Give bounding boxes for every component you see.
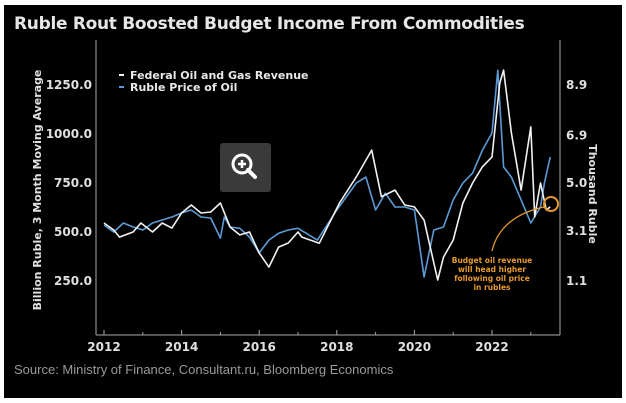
legend-label: Federal Oil and Gas Revenue [130, 69, 309, 82]
chart-source: Source: Ministry of Finance, Consultant.… [14, 362, 394, 377]
y-axis-title: Billion Ruble, 3 Month Moving Average [31, 70, 44, 311]
y-tick-label: 750.0 [54, 176, 92, 190]
x-tick-label: 2012 [87, 340, 120, 354]
chart-panel [4, 5, 622, 398]
y-tick-label: 1250.0 [46, 78, 92, 92]
annotation-circle [543, 196, 559, 212]
annotation-text-line: Budget oil revenue [452, 256, 533, 265]
y-right-tick-label: 5.0 [566, 176, 587, 190]
y-right-tick-label: 8.9 [566, 78, 587, 92]
x-tick-label: 2020 [398, 340, 431, 354]
y-tick-label: 250.0 [54, 274, 92, 288]
annotation-text-line: in rubles [473, 283, 511, 292]
annotation-text-line: will head higher [458, 265, 526, 274]
chart-title: Ruble Rout Boosted Budget Income From Co… [14, 14, 525, 34]
legend-label: Ruble Price of Oil [130, 81, 237, 94]
y-right-tick-label: 3.1 [566, 224, 587, 238]
zoom-in-icon [231, 153, 257, 179]
y-right-tick-label: 1.1 [566, 274, 587, 288]
x-tick-label: 2022 [475, 340, 508, 354]
series-line-federal-revenue [103, 69, 551, 281]
x-tick-label: 2018 [320, 340, 353, 354]
annotation-arrow [491, 206, 545, 252]
zoom-button[interactable] [220, 143, 271, 192]
series-line-ruble-oil-price [103, 69, 551, 278]
annotation-text-line: following oil price [454, 274, 530, 283]
x-tick-label: 2016 [242, 340, 275, 354]
y-tick-label: 500.0 [54, 225, 92, 239]
y-right-axis-title: Thousand Ruble [586, 144, 599, 244]
y-right-tick-label: 6.9 [566, 128, 587, 142]
y-tick-label: 1000.0 [46, 127, 92, 141]
x-tick-label: 2014 [165, 340, 198, 354]
